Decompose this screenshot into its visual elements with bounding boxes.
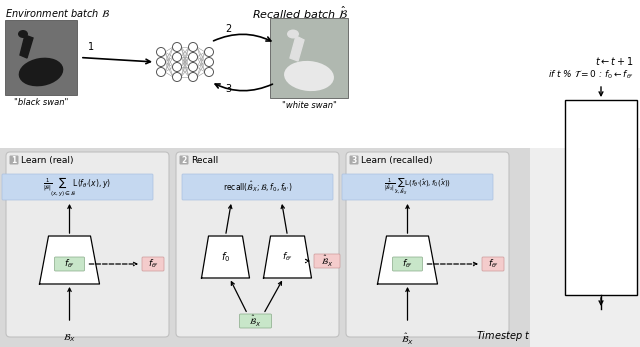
Circle shape	[205, 48, 214, 57]
FancyBboxPatch shape	[342, 174, 493, 200]
Text: 2: 2	[225, 24, 231, 34]
Bar	[5, 20, 77, 95]
Text: $f_{\theta^\prime}$: $f_{\theta^\prime}$	[148, 258, 158, 270]
FancyBboxPatch shape	[0, 148, 530, 347]
Circle shape	[189, 42, 198, 51]
FancyBboxPatch shape	[349, 155, 358, 164]
FancyBboxPatch shape	[2, 174, 153, 200]
Text: $\frac{1}{|\mathcal{B}|}\!\sum_{(x,y)\in\mathcal{B}}\!\mathrm{L}(f_{\theta^\prim: $\frac{1}{|\mathcal{B}|}\!\sum_{(x,y)\in…	[44, 176, 111, 198]
Polygon shape	[264, 236, 312, 278]
FancyBboxPatch shape	[392, 257, 422, 271]
FancyBboxPatch shape	[176, 152, 339, 337]
Circle shape	[173, 73, 182, 82]
Circle shape	[189, 52, 198, 61]
FancyBboxPatch shape	[182, 174, 333, 200]
Text: $\mathcal{B}_X$: $\mathcal{B}_X$	[63, 332, 76, 344]
Text: if $t$ % $\mathcal{T} = 0$ : $f_0 \leftarrow f_{\theta'}$: if $t$ % $\mathcal{T} = 0$ : $f_0 \lefta…	[548, 68, 634, 81]
Circle shape	[157, 58, 166, 67]
Text: $\hat{\mathcal{B}}_X$: $\hat{\mathcal{B}}_X$	[250, 313, 262, 329]
Bar	[530, 148, 640, 347]
Circle shape	[205, 68, 214, 76]
Polygon shape	[290, 36, 304, 61]
Bar	[565, 100, 637, 295]
Circle shape	[189, 62, 198, 71]
Text: 3: 3	[225, 84, 231, 94]
Text: 2: 2	[181, 155, 187, 164]
FancyBboxPatch shape	[346, 152, 509, 337]
FancyBboxPatch shape	[482, 257, 504, 271]
Text: $f_{\theta^\prime}$: $f_{\theta^\prime}$	[64, 258, 75, 270]
Text: $\frac{1}{|\hat{\mathcal{B}}_X|}\sum_{\hat{x},\hat{\mathcal{B}}_X}\!\mathrm{L}(f: $\frac{1}{|\hat{\mathcal{B}}_X|}\sum_{\h…	[384, 177, 451, 197]
FancyBboxPatch shape	[179, 155, 189, 164]
FancyBboxPatch shape	[142, 257, 164, 271]
Polygon shape	[378, 236, 438, 284]
Circle shape	[157, 68, 166, 76]
Ellipse shape	[287, 29, 299, 39]
FancyBboxPatch shape	[10, 155, 19, 164]
Text: Learn (real): Learn (real)	[21, 155, 74, 164]
Text: Recall: Recall	[191, 155, 218, 164]
Text: 3: 3	[351, 155, 356, 164]
Text: 1: 1	[88, 42, 94, 51]
Text: Environment batch $\mathcal{B}$: Environment batch $\mathcal{B}$	[5, 7, 110, 19]
FancyBboxPatch shape	[54, 257, 84, 271]
Text: $f_{\theta^\prime}$: $f_{\theta^\prime}$	[402, 258, 413, 270]
Ellipse shape	[18, 30, 28, 38]
Circle shape	[173, 52, 182, 61]
Text: "black swan": "black swan"	[14, 98, 68, 107]
Text: $f_{\theta^\prime}$: $f_{\theta^\prime}$	[488, 258, 499, 270]
Text: Timestep $t$: Timestep $t$	[476, 329, 530, 343]
Text: $f_0$: $f_0$	[221, 250, 230, 264]
Text: 1: 1	[12, 155, 17, 164]
Text: "white swan": "white swan"	[282, 101, 337, 110]
Polygon shape	[20, 35, 33, 58]
Ellipse shape	[19, 58, 63, 86]
Text: $f_{\theta^\prime}$: $f_{\theta^\prime}$	[282, 251, 293, 263]
FancyBboxPatch shape	[6, 152, 169, 337]
Text: Learn (recalled): Learn (recalled)	[361, 155, 433, 164]
Text: Recalled batch $\hat{\mathcal{B}}$: Recalled batch $\hat{\mathcal{B}}$	[252, 5, 348, 22]
Ellipse shape	[284, 61, 334, 91]
Circle shape	[157, 48, 166, 57]
Text: $\mathrm{recall}(\hat{\mathcal{B}}_X;\mathcal{B},f_0,f_{\theta^\prime})$: $\mathrm{recall}(\hat{\mathcal{B}}_X;\ma…	[223, 179, 292, 194]
Text: $\hat{\mathcal{B}}_X$: $\hat{\mathcal{B}}_X$	[321, 253, 333, 269]
Circle shape	[189, 73, 198, 82]
Polygon shape	[202, 236, 250, 278]
FancyBboxPatch shape	[314, 254, 340, 268]
FancyBboxPatch shape	[239, 314, 271, 328]
Text: $\hat{\mathcal{B}}_X$: $\hat{\mathcal{B}}_X$	[401, 332, 414, 347]
Circle shape	[173, 42, 182, 51]
Polygon shape	[40, 236, 99, 284]
Circle shape	[205, 58, 214, 67]
Circle shape	[173, 62, 182, 71]
Text: $t \leftarrow t+1$: $t \leftarrow t+1$	[595, 55, 634, 67]
Bar	[270, 18, 348, 98]
